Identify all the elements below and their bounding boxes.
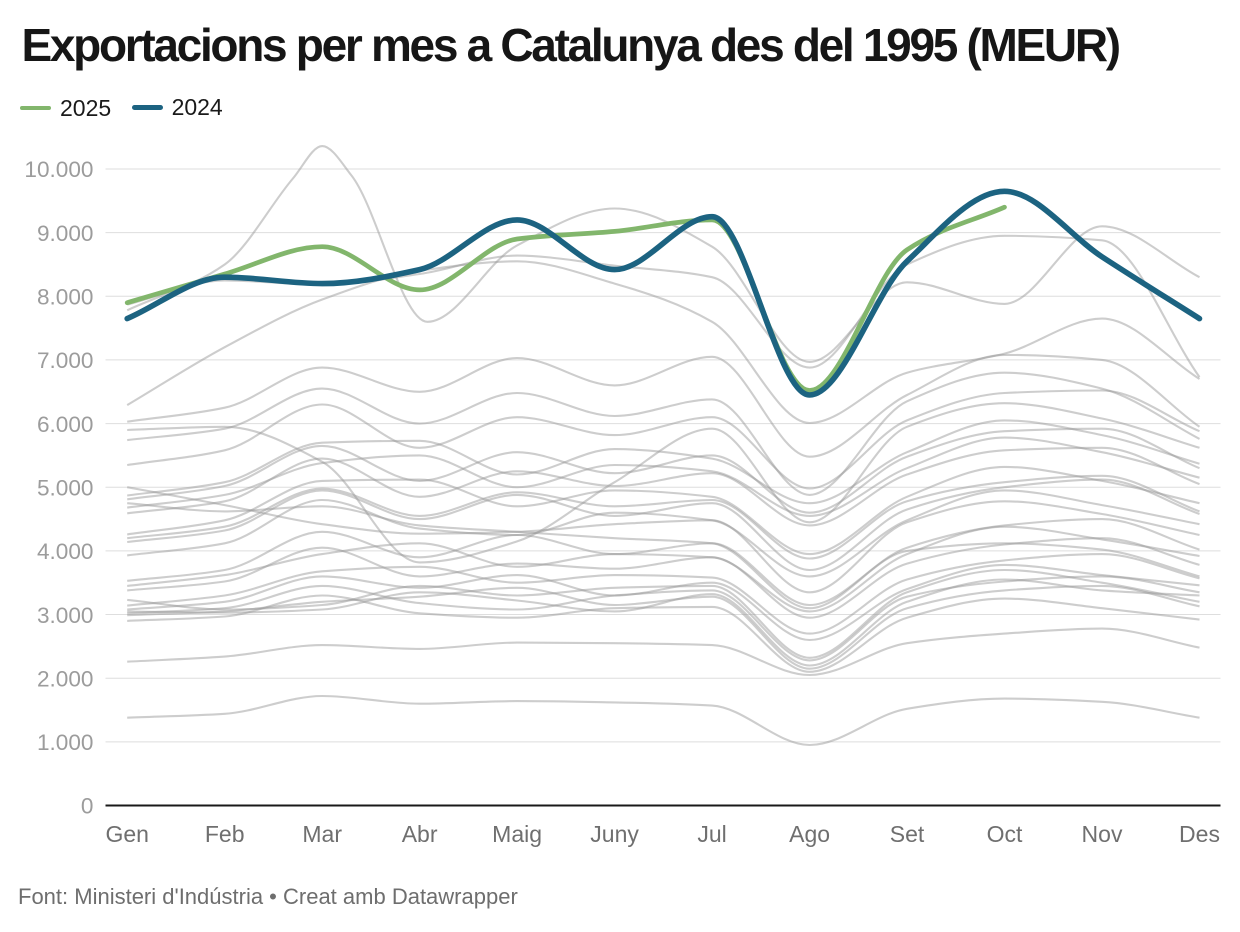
svg-text:Ago: Ago <box>789 821 830 847</box>
svg-text:Set: Set <box>890 821 925 847</box>
svg-text:3.000: 3.000 <box>37 603 94 628</box>
svg-text:1.000: 1.000 <box>37 730 94 755</box>
svg-text:Juny: Juny <box>590 821 639 847</box>
svg-text:Feb: Feb <box>205 821 245 847</box>
svg-text:0: 0 <box>81 794 94 819</box>
svg-text:Nov: Nov <box>1082 821 1123 847</box>
svg-text:Oct: Oct <box>987 821 1023 847</box>
svg-text:10.000: 10.000 <box>24 157 93 182</box>
svg-text:2.000: 2.000 <box>37 666 94 691</box>
svg-text:5.000: 5.000 <box>37 475 94 500</box>
svg-text:Maig: Maig <box>492 821 542 847</box>
svg-text:Gen: Gen <box>105 821 148 847</box>
svg-text:6.000: 6.000 <box>37 412 94 437</box>
svg-text:9.000: 9.000 <box>37 221 94 246</box>
svg-text:Mar: Mar <box>302 821 342 847</box>
svg-text:Des: Des <box>1179 821 1220 847</box>
svg-text:Abr: Abr <box>402 821 438 847</box>
svg-text:4.000: 4.000 <box>37 539 94 564</box>
svg-text:7.000: 7.000 <box>37 348 94 373</box>
svg-text:Jul: Jul <box>697 821 726 847</box>
svg-text:8.000: 8.000 <box>37 285 94 310</box>
